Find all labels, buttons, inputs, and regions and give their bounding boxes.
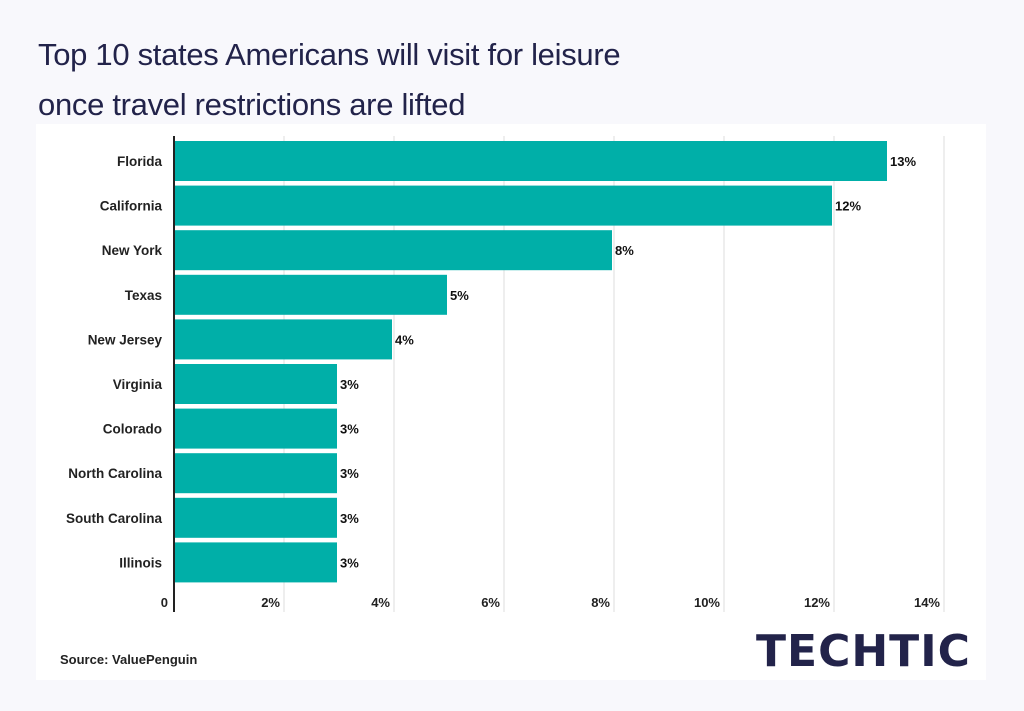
title-line-2: once travel restrictions are lifted: [38, 87, 466, 122]
title-line-1: Top 10 states Americans will visit for l…: [38, 37, 621, 72]
category-label: South Carolina: [66, 511, 162, 526]
techtic-logo: TECHTIC: [756, 626, 971, 677]
bar: [174, 542, 337, 583]
category-label: California: [100, 199, 163, 214]
data-label: 3%: [340, 466, 359, 481]
category-label: Illinois: [119, 555, 162, 570]
data-label: 3%: [340, 555, 359, 570]
x-tick-label: 0: [161, 595, 168, 610]
bar: [174, 319, 392, 360]
x-tick-label: 8%: [591, 595, 610, 610]
chart-title: Top 10 states Americans will visit for l…: [38, 30, 938, 130]
x-tick-label: 14%: [914, 595, 940, 610]
data-label: 12%: [835, 199, 861, 214]
data-label: 4%: [395, 332, 414, 347]
category-label: New Jersey: [88, 332, 163, 347]
category-label: Florida: [117, 154, 162, 169]
source-note: Source: ValuePenguin: [60, 652, 198, 667]
bar: [174, 185, 832, 226]
x-tick-label: 10%: [694, 595, 720, 610]
x-tick-label: 4%: [371, 595, 390, 610]
x-tick-label: 6%: [481, 595, 500, 610]
category-label: North Carolina: [68, 466, 162, 481]
bar: [174, 230, 612, 271]
category-label: Texas: [125, 288, 162, 303]
data-label: 5%: [450, 288, 469, 303]
bar: [174, 274, 447, 315]
x-tick-label: 12%: [804, 595, 830, 610]
category-label: New York: [102, 243, 163, 258]
data-label: 8%: [615, 243, 634, 258]
bar: [174, 364, 337, 404]
bar: [174, 141, 887, 181]
x-tick-label: 2%: [261, 595, 280, 610]
data-label: 3%: [340, 422, 359, 437]
category-label: Colorado: [103, 422, 162, 437]
bar: [174, 497, 337, 538]
bar: [174, 408, 337, 449]
bar: [174, 453, 337, 494]
data-label: 3%: [340, 377, 359, 392]
data-label: 3%: [340, 511, 359, 526]
data-label: 13%: [890, 154, 916, 169]
category-label: Virginia: [113, 377, 163, 392]
